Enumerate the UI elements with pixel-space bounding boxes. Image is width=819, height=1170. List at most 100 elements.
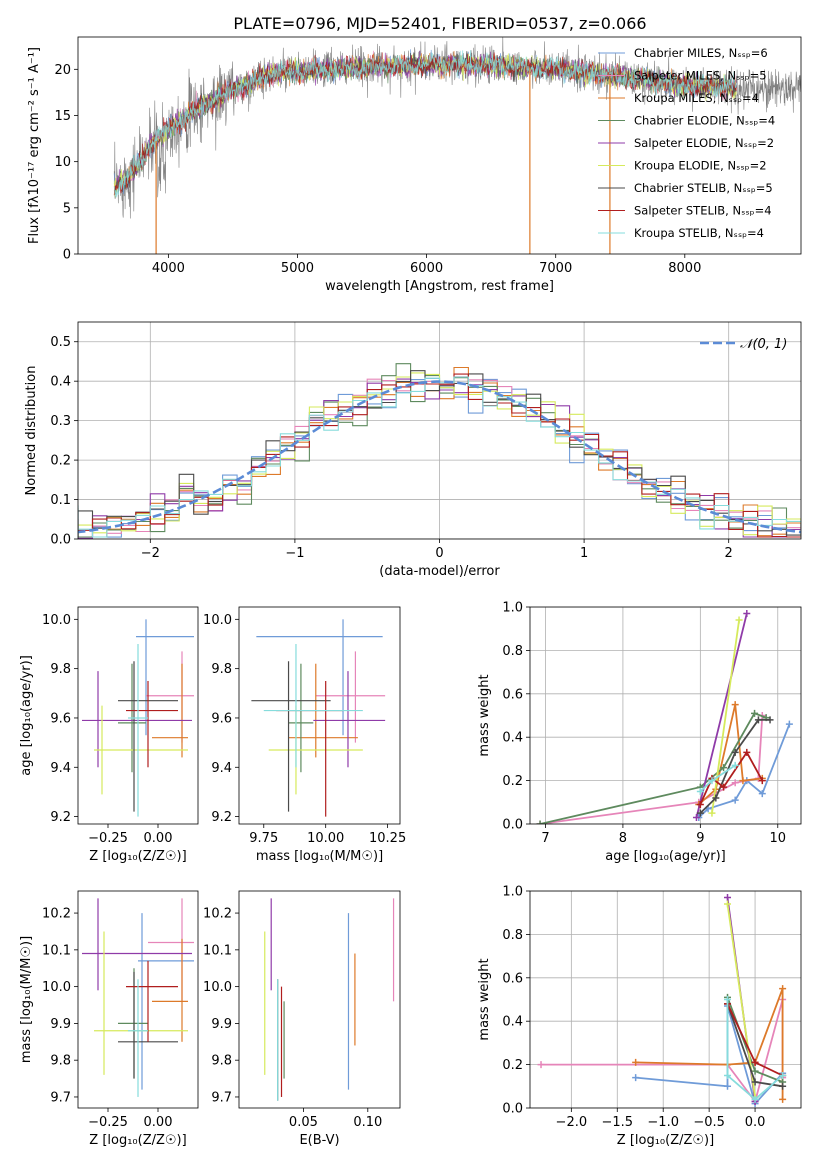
y-tick-label: 9.7 xyxy=(211,1090,232,1105)
axes-frame xyxy=(77,321,802,540)
legend-label: Kroupa STELIB, Nₛₛₚ=4 xyxy=(634,226,764,240)
weight-marker xyxy=(724,1071,732,1079)
weight-line-kroupa-elodie xyxy=(726,903,756,1098)
y-tick-label: 10.2 xyxy=(203,907,232,922)
model-fit-kroupa-stelib xyxy=(113,50,737,198)
x-axis-label: (data-model)/error xyxy=(379,564,500,579)
y-tick-label: 10.1 xyxy=(42,943,71,958)
weight-marker xyxy=(696,809,704,817)
y-tick-label: 9.7 xyxy=(50,1090,71,1105)
y-axis-label: mass weight xyxy=(477,958,492,1040)
y-tick-label: 9.6 xyxy=(50,711,71,726)
y-tick-label: 9.2 xyxy=(50,810,71,825)
weight-marker xyxy=(708,809,716,817)
weight-marker xyxy=(696,787,704,795)
gaussian-curve xyxy=(78,380,801,534)
x-tick-label: −2 xyxy=(141,546,160,561)
x-tick-label: 2 xyxy=(725,546,733,561)
y-tick-label: 0.4 xyxy=(50,375,71,390)
plot-area xyxy=(251,619,386,817)
y-tick-label: 9.8 xyxy=(50,662,71,677)
weight-line-chabrier-elodie xyxy=(539,712,767,824)
y-tick-label: 0.3 xyxy=(50,414,71,429)
x-tick-label: 7 xyxy=(541,831,549,846)
y-tick-label: 0.6 xyxy=(502,971,523,986)
weight-marker xyxy=(712,794,720,802)
y-tick-label: 20 xyxy=(54,63,71,78)
axes-frame xyxy=(238,890,401,1109)
weight-marker xyxy=(751,709,759,717)
legend-label: Chabrier STELIB, Nₛₛₚ=5 xyxy=(634,181,773,195)
x-axis-label: wavelength [Angstrom, rest frame] xyxy=(325,279,554,294)
y-axis-label: mass [log₁₀(M/M☉)] xyxy=(19,936,34,1063)
axes-frame xyxy=(77,606,199,825)
plot-area xyxy=(530,891,801,1108)
x-tick-label: −0.25 xyxy=(88,1115,128,1130)
weight-marker xyxy=(696,800,704,808)
weight-marker xyxy=(779,1082,787,1090)
y-tick-label: 1.0 xyxy=(502,601,523,616)
weight-marker xyxy=(724,900,732,908)
weight-marker xyxy=(758,777,766,785)
weight-marker xyxy=(751,1067,759,1075)
legend-label: Salpeter STELIB, Nₛₛₚ=4 xyxy=(634,204,772,218)
weight-marker xyxy=(779,985,787,993)
y-tick-label: 0.0 xyxy=(502,818,523,833)
weight-marker xyxy=(632,1058,640,1066)
y-tick-label: 10.0 xyxy=(42,980,71,995)
chart-panel-age-vs-mass: 9.75 10.00 10.25 9.2 9.4 9.6 9.8 10.0 mass [log₁… xyxy=(203,606,406,864)
x-axis-label: Z [log₁₀(Z/Z☉)] xyxy=(89,1133,186,1148)
y-tick-label: 0.2 xyxy=(50,454,71,469)
y-tick-label: 0.2 xyxy=(502,1058,523,1073)
legend-label: Kroupa ELODIE, Nₛₛₚ=2 xyxy=(634,159,767,173)
y-tick-label: 10.0 xyxy=(42,613,71,628)
x-tick-label: −0.25 xyxy=(88,831,128,846)
weight-marker xyxy=(766,716,774,724)
weight-marker xyxy=(724,894,732,902)
weight-line-salpeter-miles xyxy=(541,999,784,1104)
chart-panel-mass-weight-vs-Z: −2.0 −1.5 −1.0 −0.5 0.0 0.0 0.2 0.4 0.6 0.8 1.0 Z [… xyxy=(477,885,802,1148)
y-tick-label: 9.9 xyxy=(50,1017,71,1032)
y-tick-label: 0.0 xyxy=(502,1102,523,1117)
weight-line-chabrier-miles xyxy=(698,723,791,819)
y-tick-label: 9.6 xyxy=(211,711,232,726)
x-tick-label: 10 xyxy=(769,831,786,846)
axes-frame xyxy=(77,36,802,255)
x-tick-label: 7000 xyxy=(539,261,572,276)
x-tick-label: 10.25 xyxy=(369,831,406,846)
x-tick-label: 9 xyxy=(696,831,704,846)
y-tick-label: 0.8 xyxy=(502,644,523,659)
x-axis-label: Z [log₁₀(Z/Z☉)] xyxy=(89,849,186,864)
legend-label: Kroupa MILES, Nₛₛₚ=4 xyxy=(634,91,759,105)
plot-area xyxy=(264,898,395,1101)
axes-frame xyxy=(77,890,199,1109)
x-tick-label: 0.00 xyxy=(144,831,173,846)
x-tick-label: −2.0 xyxy=(556,1115,588,1130)
y-axis-label: mass weight xyxy=(477,674,492,756)
y-tick-label: 9.8 xyxy=(211,662,232,677)
y-axis-label: Flux [fλ10⁻¹⁷ erg cm⁻² s⁻¹ A⁻¹] xyxy=(27,47,42,244)
y-tick-label: 0.4 xyxy=(502,731,523,746)
x-axis-label: age [log₁₀(age/yr)] xyxy=(605,849,726,864)
x-tick-label: −1.0 xyxy=(647,1115,679,1130)
x-tick-label: −1 xyxy=(285,546,304,561)
y-tick-label: 0.0 xyxy=(50,533,71,548)
weight-marker xyxy=(536,820,544,824)
y-tick-label: 9.8 xyxy=(50,1054,71,1069)
x-tick-label: 0.05 xyxy=(289,1115,318,1130)
weight-marker xyxy=(779,1071,787,1079)
y-tick-label: 15 xyxy=(54,109,71,124)
legend-label: Chabrier ELODIE, Nₛₛₚ=4 xyxy=(634,114,775,128)
y-tick-label: 5 xyxy=(63,201,71,216)
x-tick-label: −1.5 xyxy=(601,1115,633,1130)
x-tick-label: 0.10 xyxy=(353,1115,382,1130)
weight-marker xyxy=(537,1061,545,1069)
plot-area xyxy=(82,619,194,817)
x-tick-label: 1 xyxy=(580,546,588,561)
weight-marker xyxy=(632,1074,640,1082)
axes-frame xyxy=(529,890,802,1109)
x-tick-label: 6000 xyxy=(410,261,443,276)
y-tick-label: 0.8 xyxy=(502,928,523,943)
weight-marker xyxy=(692,813,700,821)
